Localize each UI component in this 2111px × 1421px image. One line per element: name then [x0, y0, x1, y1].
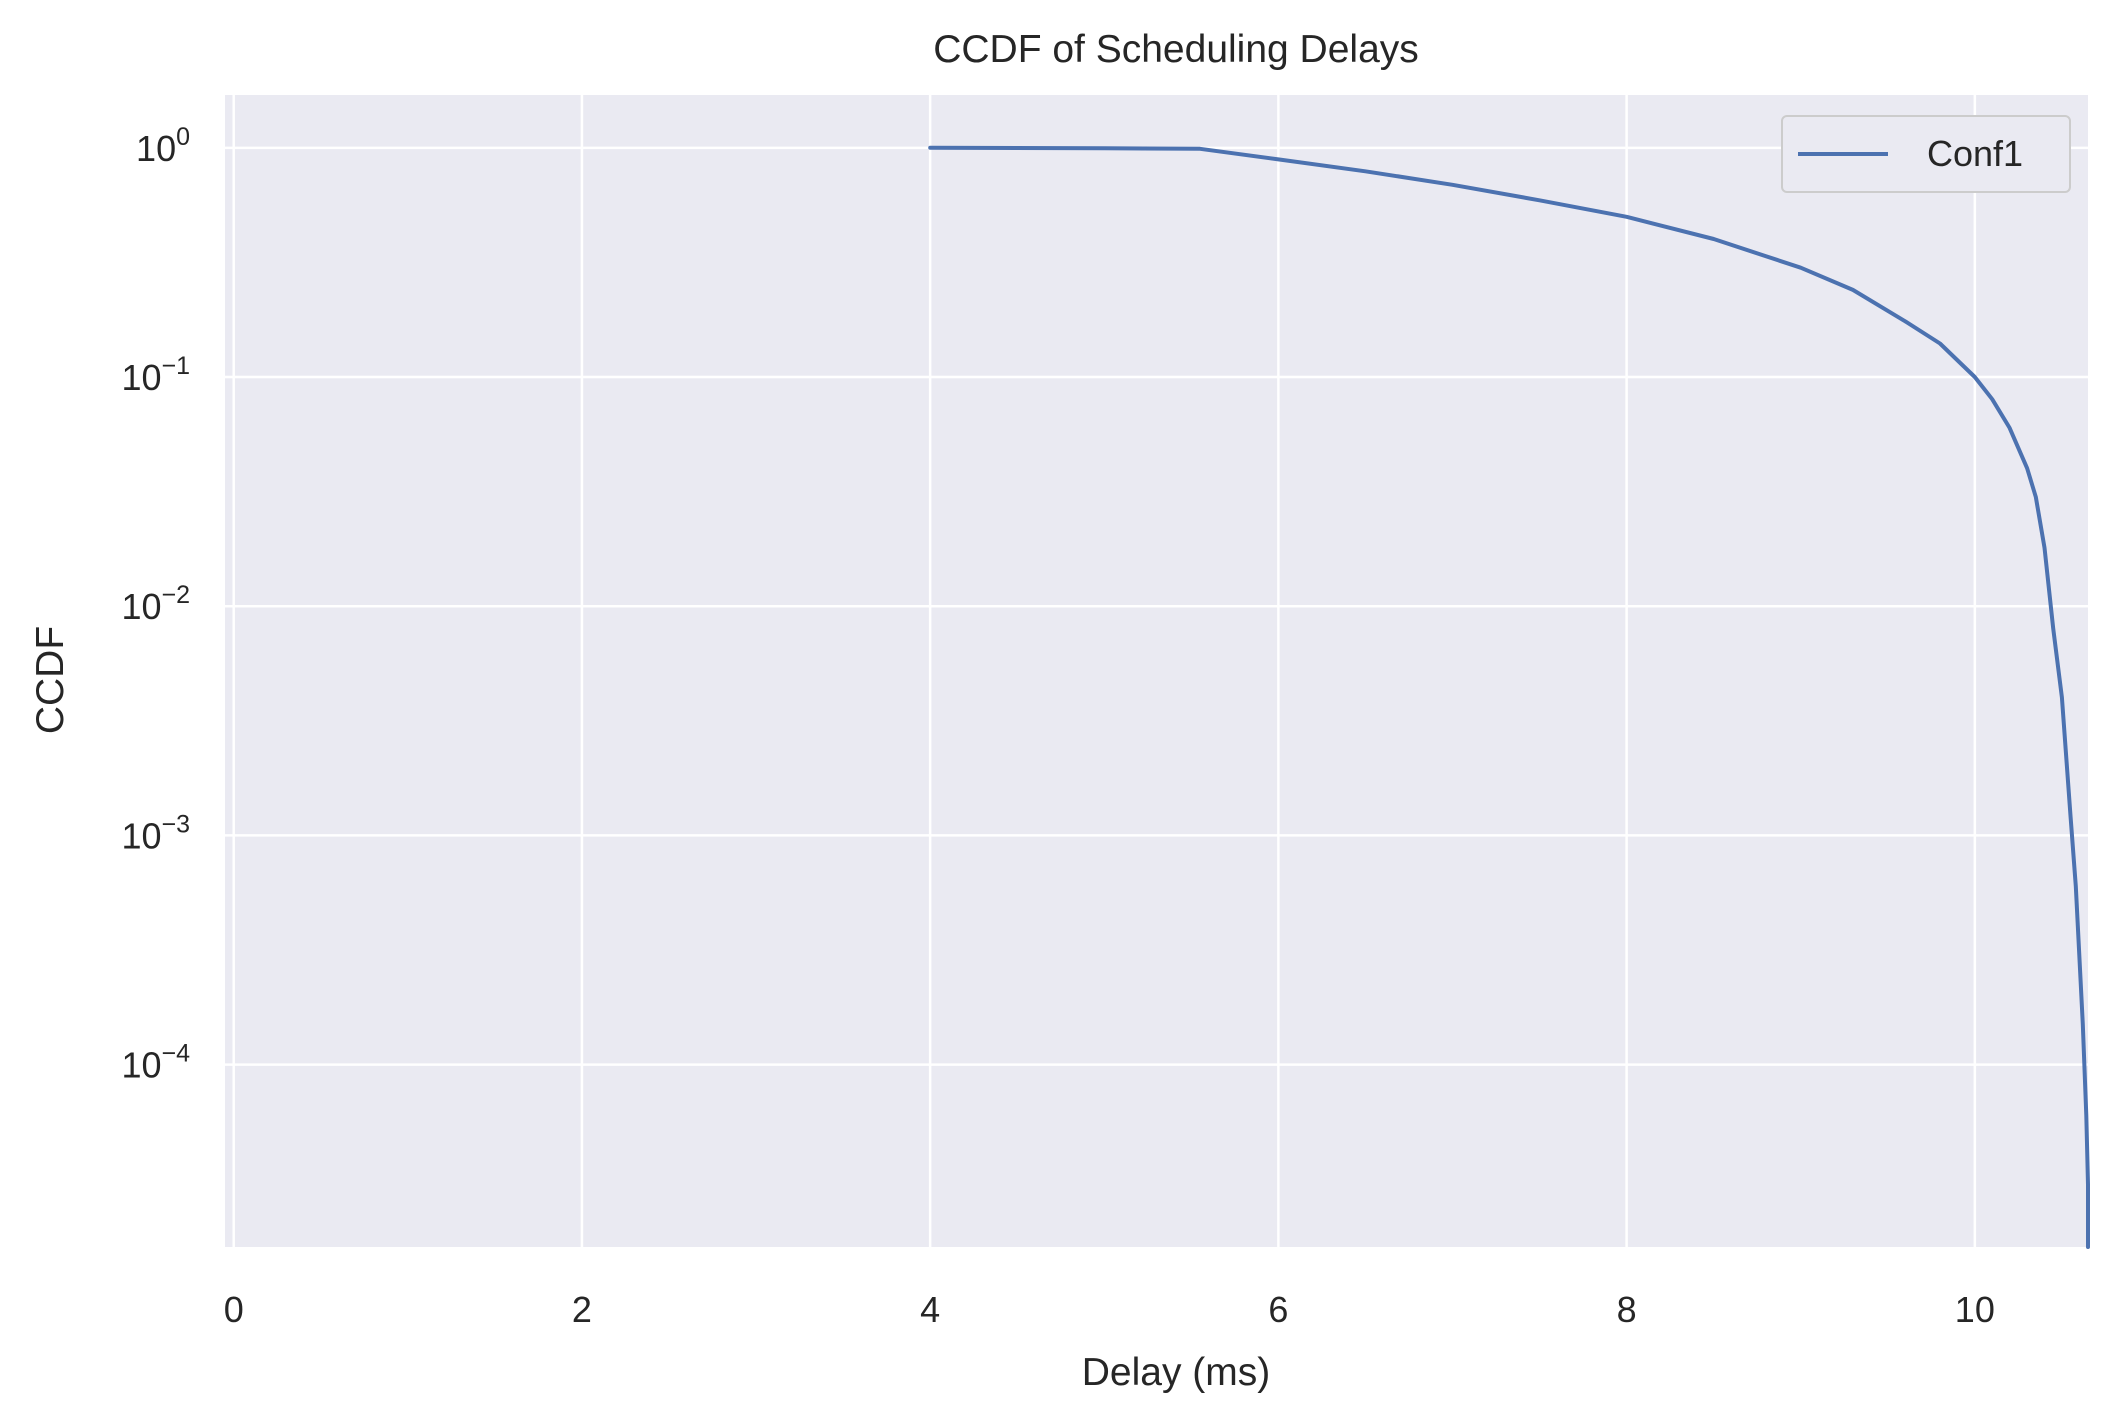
x-tick-label: 0 [224, 1289, 244, 1330]
x-tick-label: 2 [572, 1289, 592, 1330]
grid-lines [225, 95, 2088, 1247]
plot-background [225, 95, 2088, 1247]
y-tick-label: 10−3 [121, 810, 190, 856]
x-axis-label: Delay (ms) [1082, 1351, 1271, 1394]
series-layer [928, 145, 2090, 1249]
y-tick-label: 10−4 [121, 1040, 190, 1086]
y-tick-label: 100 [136, 123, 190, 169]
chart-title: CCDF of Scheduling Delays [933, 28, 1419, 71]
legend-label-conf1: Conf1 [1927, 133, 2023, 174]
series-line-conf1 [928, 145, 2090, 1249]
x-tick-label: 10 [1955, 1289, 1995, 1330]
y-tick-label: 10−1 [121, 352, 190, 398]
x-tick-label: 6 [1268, 1289, 1288, 1330]
legend-box [1781, 115, 2071, 193]
y-axis-label: CCDF [29, 626, 72, 734]
y-tick-label: 10−2 [121, 581, 190, 627]
legend: Conf1 [1781, 115, 2071, 193]
x-tick-label: 8 [1617, 1289, 1637, 1330]
tick-labels: 0 2 4 6 8 10 100 10−1 10−2 10−3 10−4 [121, 123, 1994, 1330]
x-tick-label: 4 [920, 1289, 940, 1330]
